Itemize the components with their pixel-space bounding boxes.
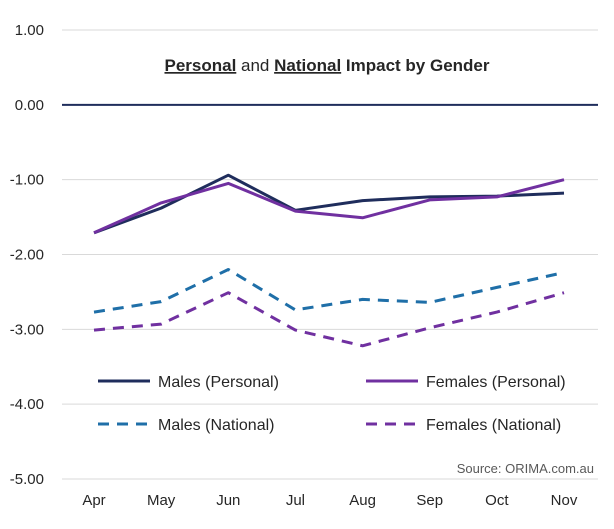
x-tick-label: Oct bbox=[485, 492, 509, 509]
x-tick-label: Sep bbox=[416, 492, 443, 509]
chart-title: Personal and National Impact by Gender bbox=[164, 56, 489, 75]
x-tick-label: Aug bbox=[349, 492, 376, 509]
y-tick-label: -5.00 bbox=[10, 471, 44, 488]
x-tick-label: Nov bbox=[551, 492, 578, 509]
y-tick-label: -4.00 bbox=[10, 396, 44, 413]
chart-title-part: and bbox=[236, 56, 274, 75]
y-tick-label: 1.00 bbox=[15, 22, 44, 39]
series-line-3 bbox=[93, 268, 565, 314]
y-tick-label: 0.00 bbox=[15, 97, 44, 114]
legend-label: Females (Personal) bbox=[426, 374, 566, 391]
source-note: Source: ORIMA.com.au bbox=[457, 461, 594, 476]
y-axis-ticks: 1.00 0.00 -1.00 -2.00 -3.00 -4.00 -5.00 bbox=[10, 22, 44, 488]
y-tick-label: -2.00 bbox=[10, 247, 44, 264]
x-tick-label: Jun bbox=[216, 492, 240, 509]
chart-title-part: Impact by Gender bbox=[341, 56, 490, 75]
chart-title-part: Personal bbox=[164, 56, 236, 75]
series-line-4 bbox=[93, 291, 565, 348]
legend-label: Males (National) bbox=[158, 417, 274, 434]
chart-title-part: National bbox=[274, 56, 341, 75]
gridlines bbox=[62, 29, 598, 480]
series-line-2 bbox=[93, 178, 565, 235]
legend-label: Females (National) bbox=[426, 417, 561, 434]
series-lines bbox=[93, 173, 565, 348]
x-axis-ticks: Apr May Jun Jul Aug Sep Oct Nov bbox=[82, 492, 578, 509]
series-line-1 bbox=[93, 173, 565, 235]
x-tick-label: May bbox=[147, 492, 176, 509]
x-tick-label: Jul bbox=[286, 492, 305, 509]
y-tick-label: -1.00 bbox=[10, 172, 44, 189]
legend-label: Males (Personal) bbox=[158, 374, 279, 391]
x-tick-label: Apr bbox=[82, 492, 105, 509]
y-tick-label: -3.00 bbox=[10, 321, 44, 338]
legend: Males (Personal) Females (Personal) Males … bbox=[98, 374, 566, 434]
